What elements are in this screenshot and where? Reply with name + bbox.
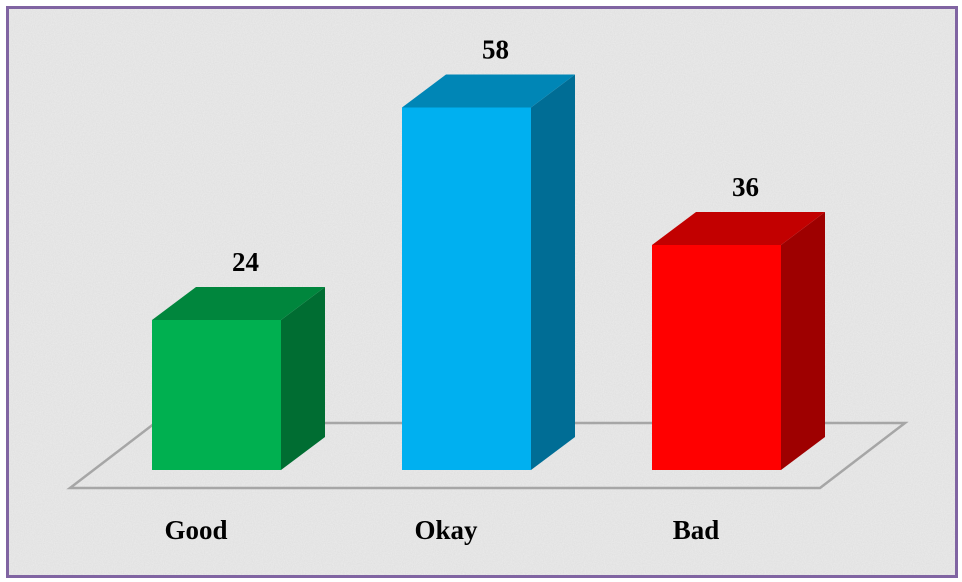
bar bbox=[652, 212, 825, 470]
x-tick-label: Okay bbox=[414, 515, 478, 545]
bar-top bbox=[652, 212, 825, 245]
bar bbox=[152, 287, 325, 470]
x-tick-label: Bad bbox=[673, 515, 720, 545]
bar-front bbox=[152, 320, 281, 470]
bar-side bbox=[281, 287, 325, 470]
bar-side bbox=[531, 74, 575, 470]
bar-top bbox=[152, 287, 325, 320]
value-label: 36 bbox=[732, 172, 759, 202]
bar-top bbox=[402, 74, 575, 108]
chart-frame: 24 Good 58 Okay 36 Bad bbox=[6, 6, 958, 578]
bar bbox=[402, 74, 575, 470]
value-label: 24 bbox=[232, 247, 259, 277]
bar-side bbox=[781, 212, 825, 470]
bar-front bbox=[652, 245, 781, 470]
bar-front bbox=[402, 107, 531, 470]
chart: 24 Good 58 Okay 36 Bad bbox=[9, 9, 955, 575]
floor bbox=[66, 421, 909, 490]
value-label: 58 bbox=[482, 35, 509, 65]
x-tick-label: Good bbox=[164, 515, 227, 545]
